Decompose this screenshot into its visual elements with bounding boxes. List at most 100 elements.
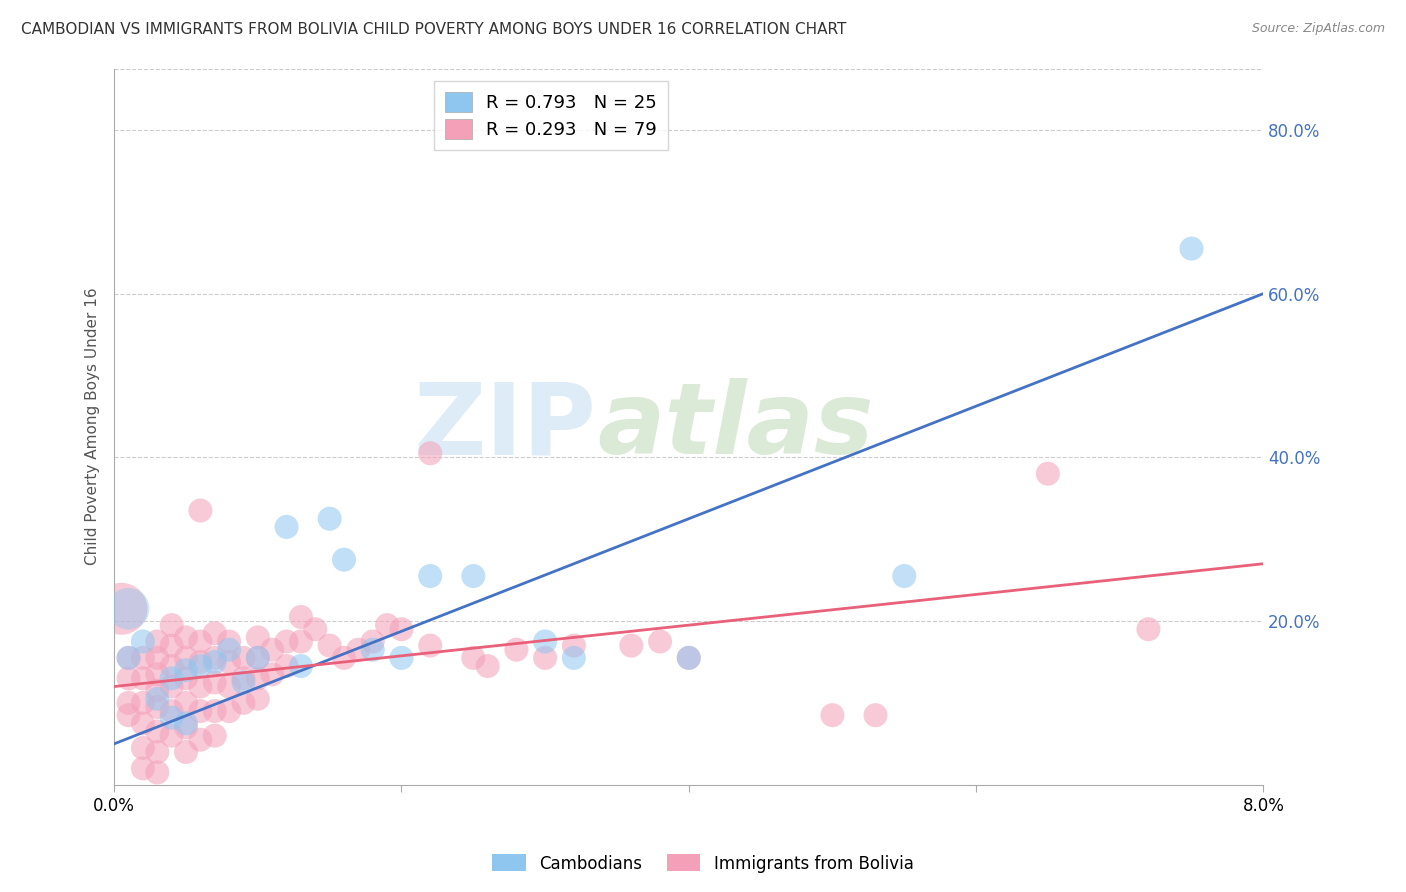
Point [262, 642, 284, 657]
Point [146, 691, 169, 706]
Point [132, 651, 155, 665]
Point [232, 671, 254, 685]
Point [190, 503, 212, 517]
Point [505, 642, 527, 657]
Point [361, 634, 384, 648]
Legend: Cambodians, Immigrants from Bolivia: Cambodians, Immigrants from Bolivia [485, 847, 921, 880]
Point [391, 651, 413, 665]
Point [232, 696, 254, 710]
Point [678, 651, 700, 665]
Point [132, 696, 155, 710]
Point [132, 761, 155, 775]
Point [117, 696, 139, 710]
Point [246, 691, 269, 706]
Point [146, 634, 169, 648]
Point [117, 671, 139, 685]
Point [1180, 242, 1202, 256]
Point [1137, 622, 1160, 636]
Point [648, 634, 671, 648]
Point [333, 552, 356, 566]
Point [204, 626, 226, 640]
Point [318, 639, 340, 653]
Point [1036, 467, 1059, 481]
Point [132, 740, 155, 755]
Point [347, 642, 370, 657]
Legend: R = 0.793   N = 25, R = 0.293   N = 79: R = 0.793 N = 25, R = 0.293 N = 79 [434, 81, 668, 150]
Point [204, 729, 226, 743]
Point [132, 716, 155, 731]
Text: ZIP: ZIP [413, 378, 596, 475]
Point [117, 651, 139, 665]
Point [534, 651, 557, 665]
Text: CAMBODIAN VS IMMIGRANTS FROM BOLIVIA CHILD POVERTY AMONG BOYS UNDER 16 CORRELATI: CAMBODIAN VS IMMIGRANTS FROM BOLIVIA CHI… [21, 22, 846, 37]
Point [146, 683, 169, 698]
Point [232, 651, 254, 665]
Point [218, 680, 240, 694]
Point [290, 634, 312, 648]
Point [218, 634, 240, 648]
Point [160, 680, 183, 694]
Point [146, 651, 169, 665]
Point [361, 642, 384, 657]
Point [190, 634, 212, 648]
Point [204, 655, 226, 669]
Point [117, 651, 139, 665]
Point [419, 446, 441, 460]
Point [865, 708, 887, 723]
Point [174, 696, 197, 710]
Point [117, 708, 139, 723]
Point [204, 704, 226, 718]
Point [246, 651, 269, 665]
Point [218, 655, 240, 669]
Point [290, 659, 312, 673]
Point [276, 520, 298, 534]
Point [620, 639, 643, 653]
Point [232, 675, 254, 690]
Point [160, 671, 183, 685]
Point [146, 667, 169, 681]
Point [146, 724, 169, 739]
Point [146, 765, 169, 780]
Point [190, 655, 212, 669]
Point [110, 601, 132, 615]
Point [534, 634, 557, 648]
Point [218, 642, 240, 657]
Point [204, 675, 226, 690]
Point [262, 667, 284, 681]
Point [160, 639, 183, 653]
Point [246, 651, 269, 665]
Point [132, 671, 155, 685]
Point [117, 601, 139, 615]
Point [160, 711, 183, 725]
Point [174, 671, 197, 685]
Point [333, 651, 356, 665]
Text: Source: ZipAtlas.com: Source: ZipAtlas.com [1251, 22, 1385, 36]
Point [190, 680, 212, 694]
Point [419, 639, 441, 653]
Point [160, 659, 183, 673]
Point [132, 634, 155, 648]
Point [160, 704, 183, 718]
Text: atlas: atlas [596, 378, 873, 475]
Y-axis label: Child Poverty Among Boys Under 16: Child Poverty Among Boys Under 16 [86, 288, 100, 566]
Point [375, 618, 398, 632]
Point [318, 512, 340, 526]
Point [190, 659, 212, 673]
Point [246, 671, 269, 685]
Point [160, 729, 183, 743]
Point [174, 716, 197, 731]
Point [174, 663, 197, 677]
Point [463, 651, 485, 665]
Point [276, 634, 298, 648]
Point [174, 745, 197, 759]
Point [477, 659, 499, 673]
Point [146, 700, 169, 714]
Point [290, 610, 312, 624]
Point [146, 745, 169, 759]
Point [419, 569, 441, 583]
Point [174, 721, 197, 735]
Point [160, 618, 183, 632]
Point [562, 639, 585, 653]
Point [190, 704, 212, 718]
Point [174, 631, 197, 645]
